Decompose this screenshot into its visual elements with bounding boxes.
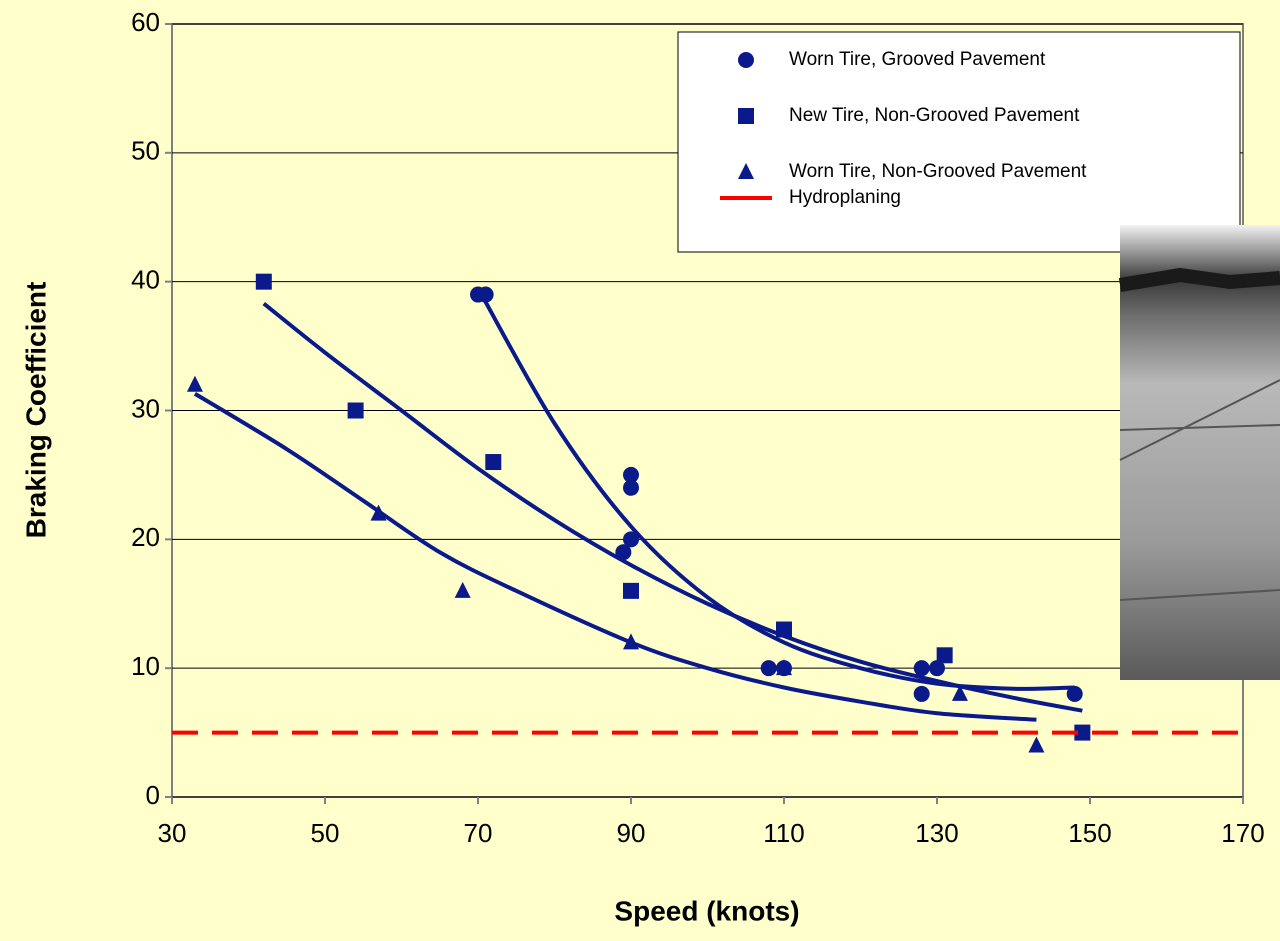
legend-label: New Tire, Non-Grooved Pavement [789, 105, 1080, 126]
x-tick-label: 150 [1068, 818, 1111, 848]
marker-circle [760, 660, 777, 677]
marker-circle [623, 531, 639, 548]
marker-triangle [454, 581, 471, 598]
marker-square [776, 621, 792, 638]
x-tick-label: 30 [158, 818, 187, 848]
marker-circle [477, 286, 494, 303]
marker-triangle [776, 659, 792, 676]
marker-triangle [951, 684, 968, 701]
marker-square [623, 582, 639, 599]
trend-line [262, 302, 1083, 713]
photo [1120, 225, 1280, 680]
marker-circle [623, 466, 639, 483]
marker-square [255, 273, 272, 290]
marker-square [485, 454, 502, 471]
marker-circle [623, 479, 639, 496]
marker-circle [929, 660, 945, 677]
x-tick-label: 130 [915, 818, 958, 848]
y-tick-label: 20 [131, 522, 160, 552]
marker-square [936, 647, 953, 664]
marker-circle [615, 544, 632, 561]
y-tick-label: 0 [146, 780, 160, 810]
marker-circle [1066, 685, 1083, 702]
x-tick-label: 70 [464, 818, 493, 848]
marker-square [1074, 724, 1091, 741]
y-tick-label: 50 [131, 136, 160, 166]
x-tick-label: 90 [617, 818, 646, 848]
y-axis-label: Braking Coefficient [20, 282, 51, 539]
x-tick-label: 170 [1221, 818, 1264, 848]
marker-triangle [738, 163, 754, 179]
marker-square [738, 108, 754, 124]
marker-circle [913, 660, 930, 677]
legend-label: Worn Tire, Grooved Pavement [789, 49, 1046, 70]
marks [172, 273, 1243, 753]
marker-triangle [623, 633, 639, 650]
marker-triangle [186, 375, 203, 392]
marker-circle [913, 685, 930, 702]
legend-label: Hydroplaning [789, 187, 901, 208]
marker-square [347, 402, 364, 419]
marker-circle [738, 52, 754, 68]
y-tick-label: 30 [131, 393, 160, 423]
y-tick-label: 10 [131, 651, 160, 681]
marker-triangle [370, 504, 387, 521]
legend-box [677, 31, 1241, 253]
trend-line [193, 392, 1037, 722]
photo-inset [1118, 225, 1280, 680]
legend-label: Worn Tire, Non-Grooved Pavement [789, 161, 1087, 182]
x-axis-label: Speed (knots) [614, 895, 799, 926]
photo-trees [1118, 267, 1280, 292]
x-tick-label: 110 [763, 818, 804, 848]
x-tick-label: 50 [311, 818, 340, 848]
legend: Worn Tire, Grooved Pavement New Tire, Non… [677, 31, 1241, 253]
marker-triangle [1028, 736, 1045, 753]
y-tick-label: 40 [131, 265, 160, 295]
y-tick-label: 60 [131, 7, 160, 37]
photo-lines [1119, 379, 1280, 601]
